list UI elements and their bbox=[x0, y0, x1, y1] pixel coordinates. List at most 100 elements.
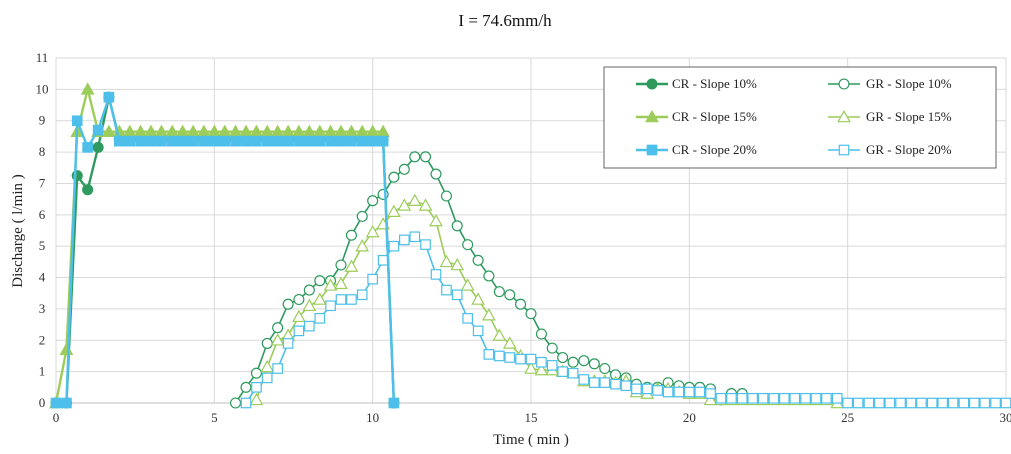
series-gr-slope-20-marker bbox=[325, 300, 336, 312]
series-gr-slope-20-marker bbox=[420, 239, 431, 250]
series-gr-slope-10-marker bbox=[546, 342, 558, 354]
series-gr-slope-20-marker bbox=[768, 392, 780, 404]
series-gr-slope-15-marker bbox=[502, 336, 517, 349]
legend-label: GR - Slope 10% bbox=[866, 76, 952, 91]
series-gr-slope-20-marker bbox=[673, 386, 685, 398]
series-cr-slope-20-marker bbox=[198, 135, 210, 147]
series-gr-slope-10-marker bbox=[451, 220, 463, 232]
series-gr-slope-10-marker bbox=[388, 171, 400, 183]
series-gr-slope-15-marker bbox=[355, 239, 370, 252]
series-cr-slope-20-marker bbox=[346, 135, 357, 147]
series-gr-slope-20-marker bbox=[810, 392, 822, 404]
series-gr-slope-15-marker bbox=[482, 308, 496, 321]
series-gr-slope-20-marker bbox=[926, 397, 938, 409]
series-gr-slope-10-marker bbox=[367, 195, 379, 207]
series-gr-slope-20-marker bbox=[937, 397, 948, 409]
series-gr-slope-20-marker bbox=[462, 312, 473, 324]
series-gr-slope-20-marker bbox=[789, 392, 801, 404]
series-cr-slope-20-marker bbox=[388, 397, 400, 409]
series-gr-slope-20-marker bbox=[240, 397, 252, 409]
series-gr-slope-15-marker bbox=[429, 214, 443, 227]
legend-swatch-marker bbox=[837, 109, 851, 123]
series-gr-slope-15-marker bbox=[249, 392, 264, 406]
series-gr-slope-10-marker bbox=[261, 337, 273, 349]
legend-swatch-marker bbox=[838, 144, 850, 156]
series-gr-slope-15-marker bbox=[524, 361, 538, 374]
series-gr-slope-15-marker bbox=[439, 254, 454, 268]
series-gr-slope-15-marker bbox=[365, 224, 380, 238]
series-cr-slope-20 bbox=[50, 91, 400, 409]
series-gr-slope-20-marker bbox=[852, 397, 864, 409]
series-gr-slope-20-marker bbox=[884, 397, 896, 409]
legend-swatch-marker bbox=[646, 144, 658, 156]
series-gr-slope-20-marker bbox=[990, 397, 1001, 409]
series-cr-slope-10-marker bbox=[92, 141, 104, 153]
series-gr-slope-20-marker bbox=[694, 386, 706, 398]
series-gr-slope-20-marker bbox=[409, 231, 421, 243]
chart-title: I = 74.6mm/h bbox=[458, 11, 552, 30]
series-gr-slope-15-marker bbox=[387, 204, 401, 217]
series-gr-slope-15-marker bbox=[334, 276, 348, 290]
series-gr-slope-20-marker bbox=[261, 372, 273, 384]
series-gr-slope-20-marker bbox=[567, 367, 579, 379]
series-gr-slope-10-marker bbox=[578, 355, 590, 367]
series-cr-slope-20-marker bbox=[166, 135, 178, 147]
series-cr-slope-20-marker bbox=[230, 135, 241, 147]
series-cr-slope-20-marker bbox=[135, 135, 146, 147]
series-gr-slope-20-marker bbox=[747, 392, 758, 404]
y-tick-label: 3 bbox=[39, 301, 46, 316]
series-gr-slope-20-marker bbox=[304, 320, 315, 332]
series-cr-slope-20-marker bbox=[251, 135, 262, 147]
series-gr-slope-20-marker bbox=[504, 352, 516, 363]
legend-swatch-marker bbox=[838, 78, 850, 90]
series-gr-slope-20-marker bbox=[631, 383, 642, 395]
series-cr-slope-20-marker bbox=[304, 135, 315, 147]
legend-swatch-marker bbox=[646, 78, 658, 90]
series-gr-slope-10-marker bbox=[483, 270, 495, 282]
x-tick-label: 15 bbox=[525, 410, 538, 425]
series-gr-slope-10-marker bbox=[440, 190, 452, 202]
series-gr-slope-10-marker bbox=[493, 286, 505, 298]
series-cr-slope-20-marker bbox=[240, 135, 252, 147]
series-gr-slope-20-marker bbox=[684, 386, 695, 398]
series-gr-slope-20-marker bbox=[356, 289, 368, 301]
series-gr-slope-10-marker bbox=[535, 328, 547, 340]
series-cr-slope-20-marker bbox=[177, 135, 188, 147]
series-gr-slope-20-marker bbox=[979, 397, 991, 409]
series-cr-slope-20-marker bbox=[156, 135, 167, 147]
series-gr-slope-20-marker bbox=[620, 380, 632, 392]
series-gr-slope-10-marker bbox=[504, 289, 516, 301]
series-gr-slope-20-marker bbox=[399, 234, 410, 246]
legend-item: CR - Slope 20% bbox=[636, 142, 757, 157]
series-cr-slope-20-marker bbox=[187, 135, 199, 147]
series-gr-slope-20-marker bbox=[779, 392, 790, 404]
legend-item: CR - Slope 10% bbox=[636, 76, 757, 91]
y-tick-label: 11 bbox=[36, 50, 49, 65]
series-cr-slope-15-marker bbox=[80, 82, 95, 95]
legend-label: CR - Slope 15% bbox=[672, 109, 757, 124]
series-gr-slope-20-marker bbox=[757, 392, 769, 404]
series-gr-slope-20-marker bbox=[335, 294, 347, 305]
series-gr-slope-20-marker bbox=[483, 349, 495, 360]
series-cr-slope-20-marker bbox=[61, 397, 72, 409]
legend-label: CR - Slope 20% bbox=[672, 142, 757, 157]
series-gr-slope-20-marker bbox=[472, 325, 484, 337]
series-gr-slope-20-marker bbox=[599, 377, 611, 388]
series-gr-slope-10-marker bbox=[335, 259, 347, 271]
legend-swatch-marker bbox=[645, 109, 659, 123]
series-gr-slope-20-marker bbox=[969, 397, 980, 409]
series-gr-slope-15-marker bbox=[397, 198, 412, 211]
series-gr-slope-20-marker bbox=[905, 397, 917, 409]
series-gr-slope-15-marker bbox=[460, 278, 475, 291]
series-gr-slope-20-marker bbox=[578, 374, 590, 385]
y-tick-label: 2 bbox=[39, 332, 46, 347]
series-gr-slope-10 bbox=[230, 151, 748, 409]
series-gr-slope-15-marker bbox=[418, 198, 433, 211]
legend-item: CR - Slope 15% bbox=[636, 109, 757, 124]
series-gr-slope-15-marker bbox=[312, 292, 327, 305]
x-tick-label: 5 bbox=[211, 410, 218, 425]
series-layer bbox=[49, 82, 1011, 409]
y-tick-label: 5 bbox=[39, 238, 46, 253]
legend: CR - Slope 10% GR - Slope 10% CR - Slope 1… bbox=[603, 66, 997, 169]
series-gr-slope-10-marker bbox=[462, 239, 474, 251]
